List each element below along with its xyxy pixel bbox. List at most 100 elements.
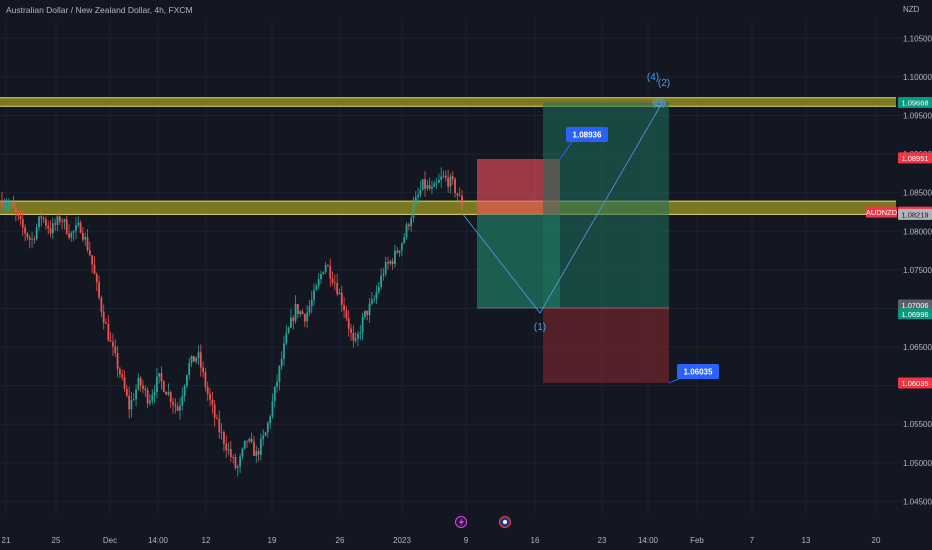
candle-body [14, 207, 17, 213]
candle-body [169, 392, 172, 402]
candle-body [58, 216, 61, 222]
candle-body [377, 286, 380, 293]
candle-body [313, 289, 315, 300]
time-axis[interactable]: 21 25 Dec 14:00 12 19 26 2023 9 16 23 14:00 Feb 7 13 20 [2, 536, 881, 545]
candle-body [290, 317, 292, 328]
candle-body [382, 273, 385, 276]
candle-body [88, 250, 91, 256]
position-tools[interactable]: 1.08936 1.06035 [477, 102, 719, 384]
candle-body [454, 179, 456, 194]
flash-icon[interactable] [455, 516, 467, 528]
price-tag-text: 1.09668 [901, 99, 928, 108]
x-tick-label: Feb [690, 536, 704, 545]
candle-body [56, 216, 59, 225]
candle-body [419, 189, 422, 195]
candle-body [63, 219, 66, 222]
candle-body [250, 438, 253, 442]
price-tag-zone: 1.09668 [898, 97, 932, 109]
candle-body [70, 232, 73, 238]
price-tag-box [898, 208, 932, 220]
candle-body [149, 400, 151, 404]
candle-body [315, 285, 318, 290]
y-tick-label: 1.10000 [903, 73, 932, 82]
price-tag-text: AUDNZD [866, 208, 898, 217]
event-icons[interactable] [455, 515, 512, 529]
candle-body [440, 176, 443, 180]
candle-body [158, 373, 161, 377]
wave-label: (4) [647, 72, 659, 83]
candle-body [227, 449, 230, 451]
candle-body [51, 223, 54, 234]
candle-body [213, 404, 216, 418]
candle-body [303, 314, 306, 322]
flag-icon[interactable] [498, 515, 512, 529]
candle-body [394, 250, 396, 264]
candle-body [121, 374, 124, 377]
candle-body [447, 177, 450, 187]
candle-body [144, 388, 147, 391]
candle-body [211, 399, 214, 405]
candle-body [100, 297, 103, 312]
candle-body [278, 366, 281, 382]
candle-body [72, 230, 75, 233]
wave-label: (B) [652, 98, 665, 109]
y-tick-label: 1.10500 [903, 34, 932, 43]
candle-body [137, 377, 140, 390]
candle-body [336, 282, 339, 295]
candle-body [285, 332, 288, 344]
candle-body [232, 456, 235, 458]
candle-body [271, 401, 274, 417]
zone-band [0, 201, 896, 215]
candle-body [33, 238, 36, 240]
price-tag-text: 1.08951 [901, 154, 928, 163]
candle-body [359, 333, 362, 334]
candle-body [123, 376, 126, 389]
callout-box [677, 364, 719, 379]
candle-body [343, 304, 346, 311]
candle-body [456, 193, 459, 196]
candle-body [417, 194, 419, 198]
candle-body [107, 323, 110, 341]
candle-body [345, 310, 348, 319]
candle-body [192, 355, 195, 362]
candle-body [5, 205, 8, 207]
candle-body [65, 219, 68, 234]
wave-annotations: (1) (4)(2) (B) [461, 72, 670, 333]
candle-body [199, 352, 202, 368]
candle-body [146, 390, 149, 404]
candle-body [181, 396, 184, 406]
price-tag-text: 1.08219 [901, 210, 928, 219]
candle-body [84, 237, 87, 240]
candle-body [77, 222, 80, 226]
y-tick-label: 1.08000 [903, 227, 932, 236]
candle-body [384, 262, 387, 274]
candle-body [324, 265, 327, 273]
candle-body [153, 392, 156, 396]
wave-path [461, 102, 663, 314]
candle-body [433, 183, 436, 187]
candle-body [403, 237, 406, 244]
candle-body [320, 274, 322, 280]
x-tick-label: 19 [268, 536, 277, 545]
callout-pointer [559, 141, 573, 160]
candle-body [165, 391, 168, 395]
candle-body [98, 282, 100, 298]
price-tag-box [898, 152, 932, 164]
candle-body [239, 456, 241, 467]
support-resistance-zones [0, 97, 896, 215]
long-risk-box[interactable] [543, 307, 669, 383]
price-tag-box [898, 377, 932, 389]
candle-body [352, 332, 355, 341]
candle-body [273, 386, 276, 402]
candle-body [389, 261, 392, 264]
candle-body [19, 215, 22, 220]
candle-body [338, 292, 341, 295]
callout-box [566, 127, 608, 142]
candle-body [1, 200, 3, 207]
callout-stop[interactable]: 1.08936 [559, 127, 608, 160]
callout-target[interactable]: 1.06035 [668, 364, 719, 384]
candle-body [435, 182, 438, 184]
x-tick-label: 14:00 [638, 536, 659, 545]
